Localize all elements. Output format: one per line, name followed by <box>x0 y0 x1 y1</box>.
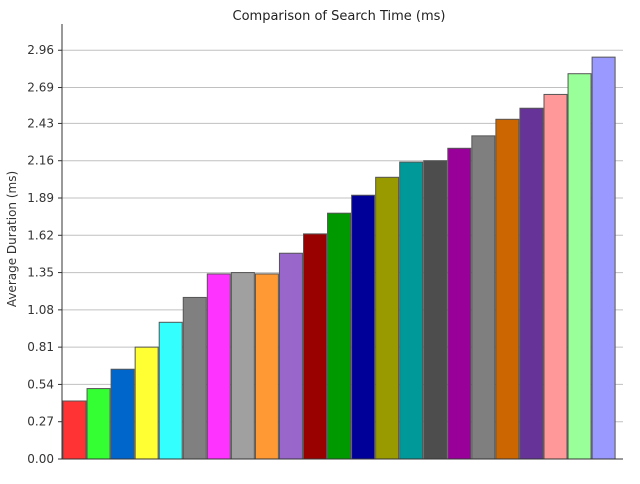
y-tick-label: 2.69 <box>27 81 54 95</box>
y-tick-label: 1.62 <box>27 228 54 242</box>
bar <box>182 296 207 460</box>
bar <box>519 107 544 460</box>
bar <box>327 212 352 460</box>
y-tick-label: 2.43 <box>27 116 54 130</box>
y-tick-label: 1.35 <box>27 266 54 280</box>
bar <box>158 321 183 460</box>
bar <box>86 388 111 460</box>
bar <box>303 233 327 460</box>
bar <box>110 368 135 460</box>
y-tick-label: 2.96 <box>27 43 54 57</box>
y-tick-labels: 0.00 0.27 0.54 0.81 1.08 1.35 1.62 1.89 2.16 2.43… <box>27 43 62 466</box>
bar <box>62 400 87 460</box>
y-tick-label: 0.00 <box>27 452 54 466</box>
y-axis-label: Average Duration (ms) <box>5 171 19 307</box>
bar <box>471 135 496 460</box>
bar <box>351 194 376 460</box>
bar <box>134 346 159 460</box>
y-tick-label: 0.81 <box>27 340 54 354</box>
bar <box>206 273 231 460</box>
y-tick-label: 1.08 <box>27 303 54 317</box>
bar <box>230 272 255 460</box>
bar <box>447 147 472 460</box>
bar <box>375 176 400 460</box>
chart-title: Comparison of Search Time (ms) <box>233 9 446 24</box>
bar <box>543 93 568 460</box>
y-tick-label: 2.16 <box>27 154 54 168</box>
y-tick-label: 0.54 <box>27 377 54 391</box>
y-tick-label: 1.89 <box>27 191 54 205</box>
bar <box>254 273 279 460</box>
bar <box>567 73 592 460</box>
bar <box>591 56 616 460</box>
bar <box>495 118 520 460</box>
bar <box>399 161 424 460</box>
y-tick-label: 0.27 <box>27 415 54 429</box>
bar <box>423 160 448 460</box>
bars-group <box>62 56 616 460</box>
bar <box>278 252 303 460</box>
